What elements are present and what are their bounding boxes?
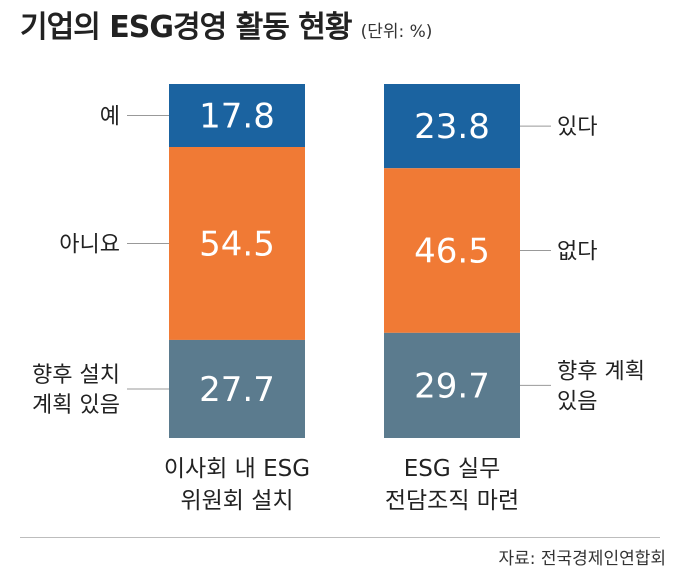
bar-segment-middle (169, 147, 305, 340)
value-label: 54.5 (199, 224, 275, 264)
bar-segment-top (384, 84, 520, 169)
chart-title: 기업의 ESG경영 활동 현황 (20, 10, 352, 45)
bar-segment-middle (384, 168, 520, 333)
segment-label: 아니요 (59, 232, 120, 257)
value-label: 17.8 (199, 97, 275, 137)
title-row: 기업의 ESG경영 활동 현황 (단위: %) (20, 2, 432, 46)
segment-label: 향후 계획 (557, 359, 645, 384)
category-label: 이사회 내 ESG (164, 456, 310, 482)
value-label: 29.7 (414, 366, 490, 406)
source-note: 자료: 전국경제인연합회 (498, 549, 666, 569)
bar-segment-top (169, 84, 305, 148)
segment-label: 있음 (557, 389, 597, 414)
category-label: 위원회 설치 (180, 488, 293, 514)
segment-label: 향후 설치 (32, 363, 120, 388)
category-label: 전담조직 마련 (385, 488, 519, 514)
footer-divider (20, 537, 660, 538)
value-label: 23.8 (414, 107, 490, 147)
category-label: ESG 실무 (404, 456, 501, 482)
segment-label: 있다 (557, 115, 597, 140)
segment-label: 없다 (557, 240, 597, 265)
bar-segment-bottom (169, 339, 305, 438)
unit-label: (단위: %) (360, 22, 433, 42)
value-label: 27.7 (199, 370, 275, 410)
segment-label: 계획 있음 (32, 393, 120, 418)
segment-label: 예 (100, 105, 120, 130)
bar-segment-bottom (384, 332, 520, 438)
value-label: 46.5 (414, 232, 490, 272)
